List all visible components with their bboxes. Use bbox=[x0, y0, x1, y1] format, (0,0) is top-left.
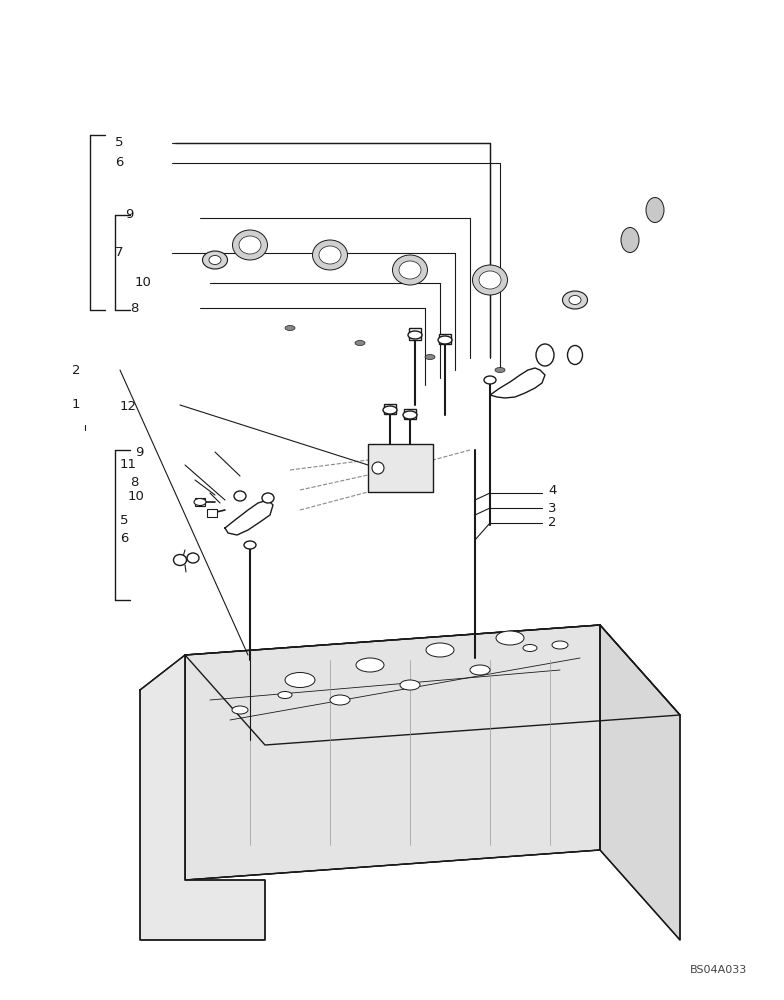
Text: 8: 8 bbox=[130, 477, 138, 489]
Text: 7: 7 bbox=[115, 246, 124, 259]
Bar bbox=[404, 409, 416, 419]
Text: 12: 12 bbox=[120, 400, 137, 414]
Ellipse shape bbox=[523, 645, 537, 652]
Ellipse shape bbox=[496, 631, 524, 645]
Text: 2: 2 bbox=[548, 516, 557, 530]
Ellipse shape bbox=[244, 541, 256, 549]
Text: 6: 6 bbox=[115, 156, 123, 169]
Ellipse shape bbox=[646, 198, 664, 223]
Ellipse shape bbox=[187, 553, 199, 563]
Text: 10: 10 bbox=[135, 276, 152, 290]
Bar bbox=[207, 509, 217, 517]
Ellipse shape bbox=[232, 706, 248, 714]
Polygon shape bbox=[600, 625, 680, 940]
Ellipse shape bbox=[399, 261, 421, 279]
Ellipse shape bbox=[262, 493, 274, 503]
Ellipse shape bbox=[484, 376, 496, 384]
Text: BS04A033: BS04A033 bbox=[690, 965, 747, 975]
Ellipse shape bbox=[479, 271, 501, 289]
Ellipse shape bbox=[438, 336, 452, 344]
Text: 8: 8 bbox=[130, 302, 138, 314]
Text: 10: 10 bbox=[128, 489, 145, 502]
Ellipse shape bbox=[355, 340, 365, 346]
Text: 5: 5 bbox=[115, 136, 124, 149]
Ellipse shape bbox=[285, 672, 315, 688]
Bar bbox=[409, 328, 421, 340]
Ellipse shape bbox=[202, 251, 227, 269]
Ellipse shape bbox=[393, 255, 427, 285]
Ellipse shape bbox=[285, 326, 295, 330]
Bar bbox=[195, 498, 205, 506]
Ellipse shape bbox=[173, 554, 187, 566]
Text: 5: 5 bbox=[120, 514, 129, 526]
Ellipse shape bbox=[552, 641, 568, 649]
Ellipse shape bbox=[426, 643, 454, 657]
Ellipse shape bbox=[194, 498, 206, 506]
Ellipse shape bbox=[569, 296, 581, 304]
Bar bbox=[439, 334, 451, 344]
Ellipse shape bbox=[470, 665, 490, 675]
Ellipse shape bbox=[403, 411, 417, 419]
Ellipse shape bbox=[408, 331, 422, 339]
Ellipse shape bbox=[313, 240, 347, 270]
Ellipse shape bbox=[356, 658, 384, 672]
Ellipse shape bbox=[536, 344, 554, 366]
Ellipse shape bbox=[278, 692, 292, 698]
Ellipse shape bbox=[319, 246, 341, 264]
Polygon shape bbox=[185, 625, 680, 745]
Bar bbox=[384, 404, 396, 414]
Ellipse shape bbox=[209, 255, 221, 264]
Text: 9: 9 bbox=[135, 446, 143, 458]
Text: 2: 2 bbox=[72, 363, 81, 376]
Text: 9: 9 bbox=[125, 209, 133, 222]
Ellipse shape bbox=[330, 695, 350, 705]
Ellipse shape bbox=[233, 230, 267, 260]
Ellipse shape bbox=[568, 346, 583, 364]
Bar bbox=[368, 444, 433, 492]
Ellipse shape bbox=[562, 291, 587, 309]
Ellipse shape bbox=[400, 680, 420, 690]
Text: 11: 11 bbox=[120, 458, 137, 472]
Polygon shape bbox=[185, 625, 600, 880]
Text: 6: 6 bbox=[120, 532, 129, 544]
Ellipse shape bbox=[621, 228, 639, 252]
Polygon shape bbox=[140, 655, 265, 940]
Text: 3: 3 bbox=[548, 502, 557, 514]
Ellipse shape bbox=[425, 355, 435, 360]
Ellipse shape bbox=[473, 265, 507, 295]
Ellipse shape bbox=[372, 462, 384, 474]
Text: 1: 1 bbox=[72, 398, 81, 412]
Ellipse shape bbox=[495, 367, 505, 372]
Ellipse shape bbox=[234, 491, 246, 501]
Ellipse shape bbox=[383, 406, 397, 414]
Text: 4: 4 bbox=[548, 484, 557, 496]
Ellipse shape bbox=[239, 236, 261, 254]
